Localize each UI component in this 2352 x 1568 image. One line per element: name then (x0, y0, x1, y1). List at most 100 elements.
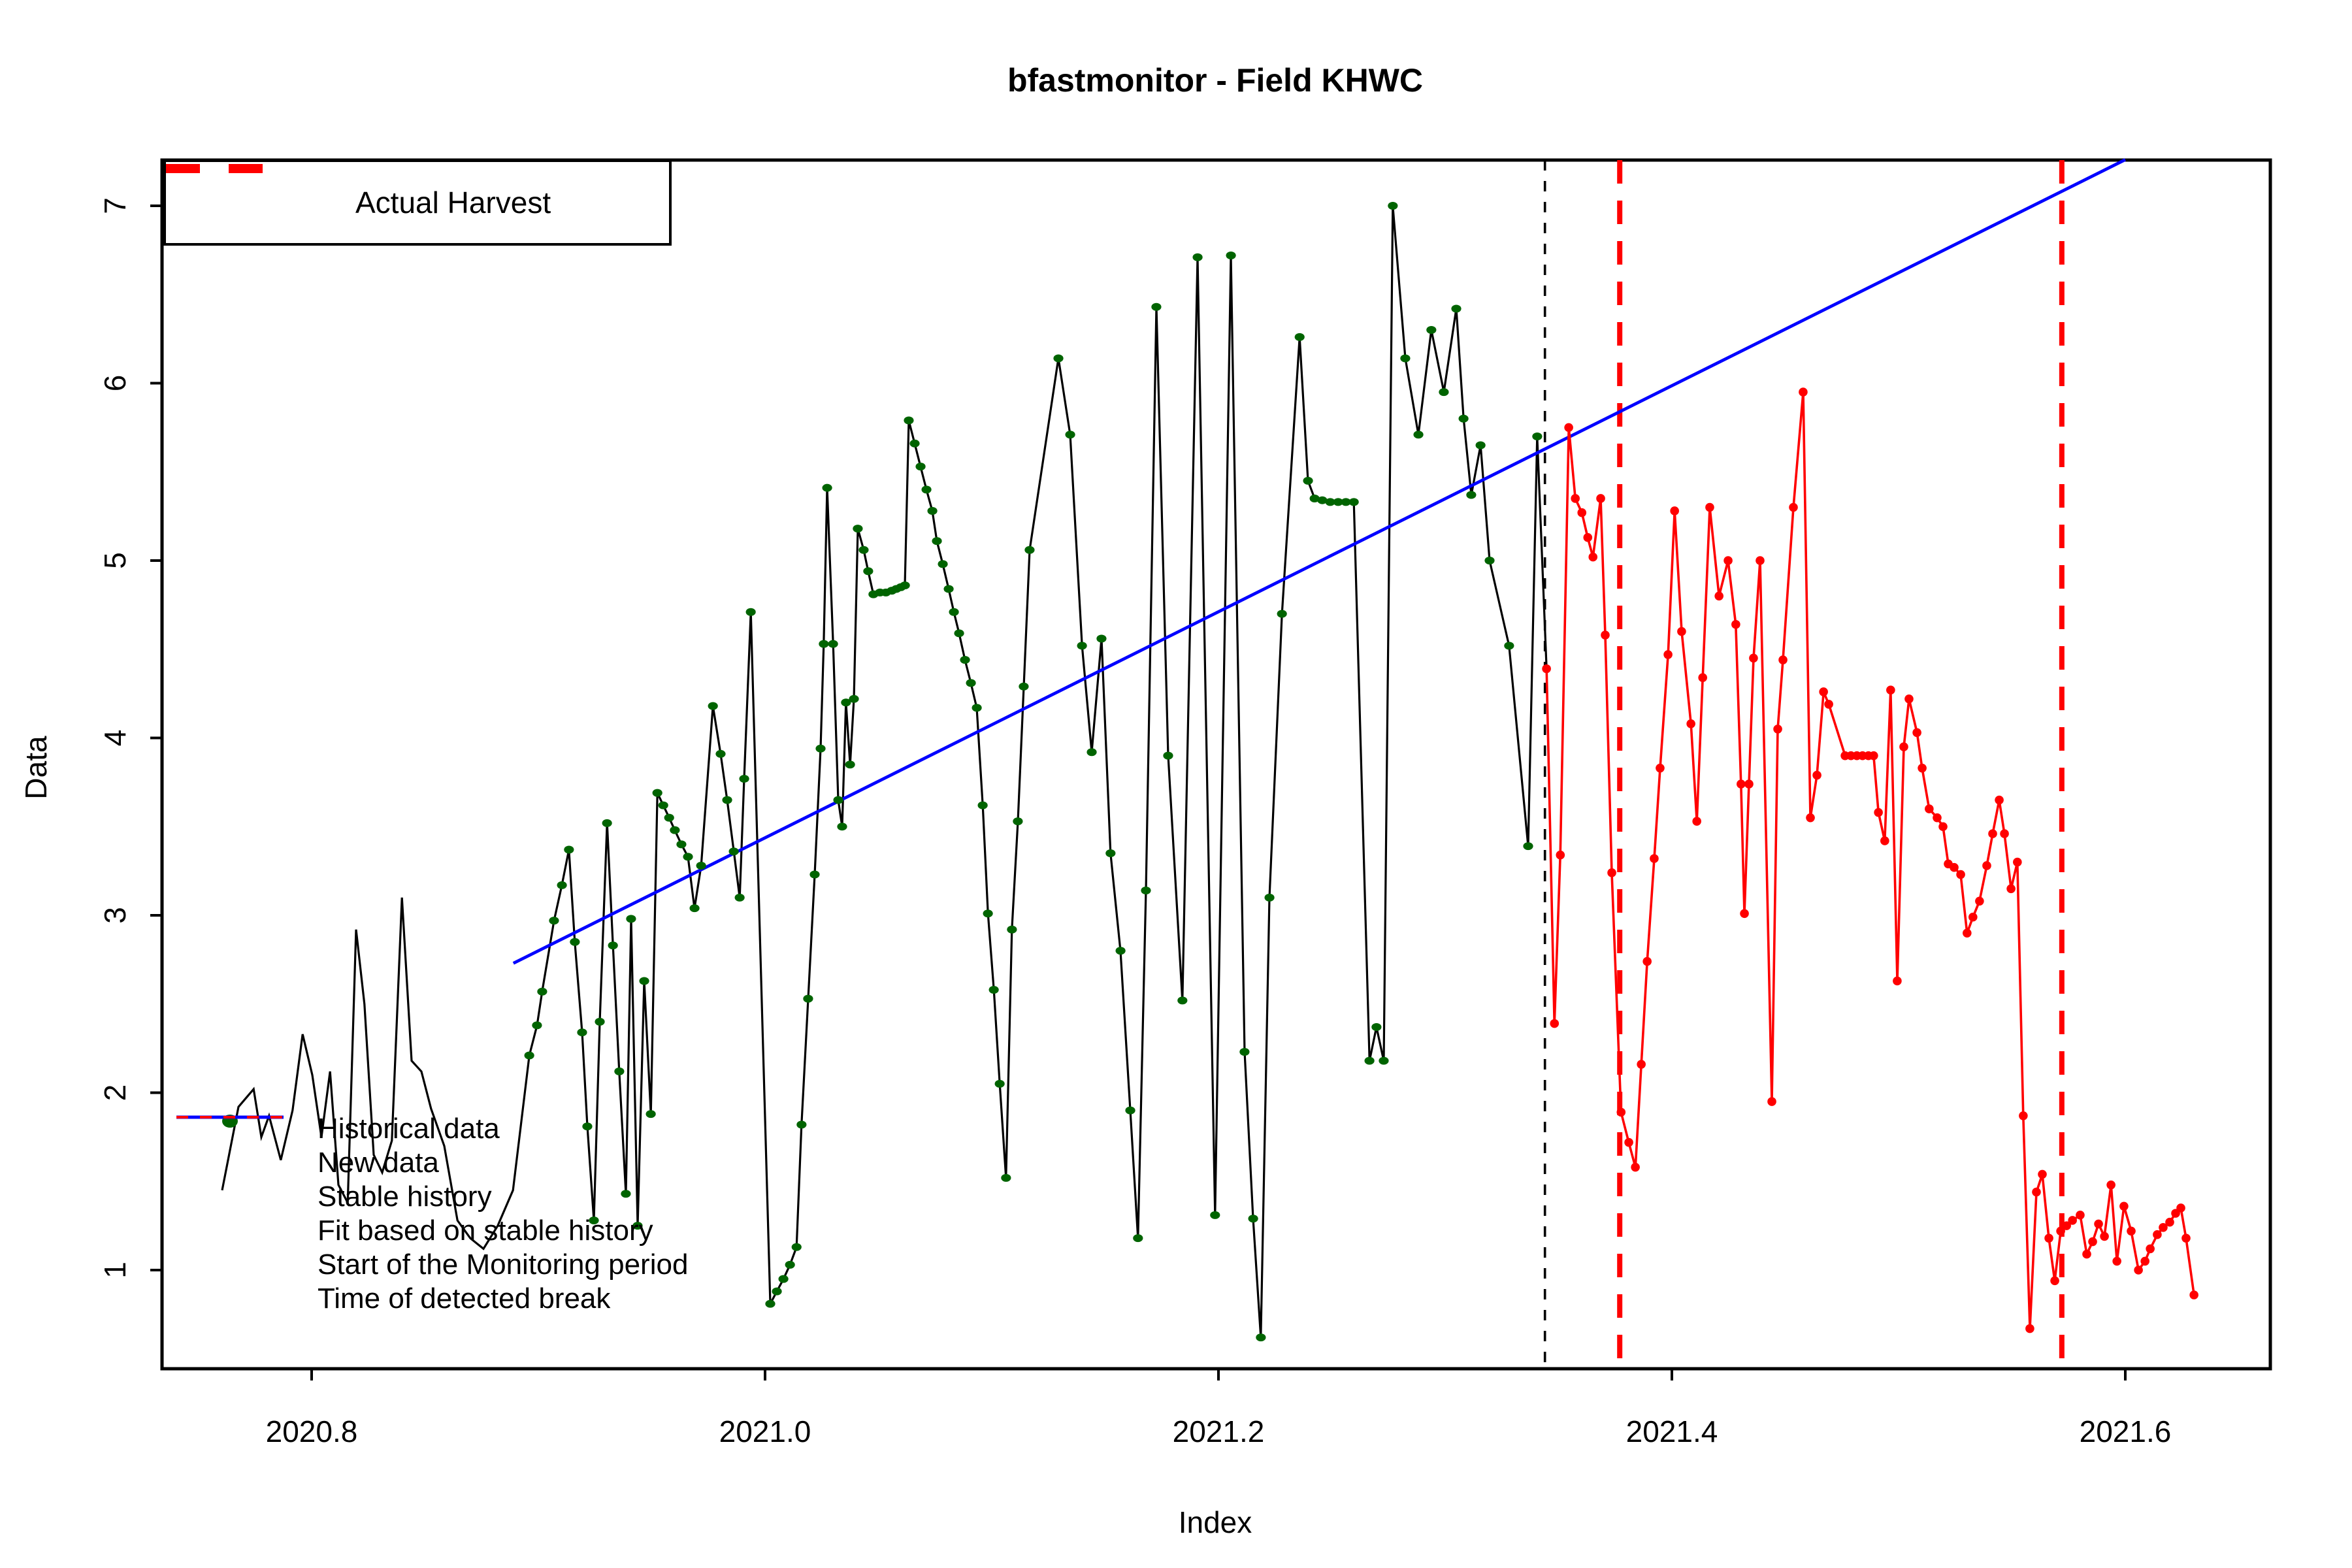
new-data-point (2068, 1216, 2077, 1225)
stable-history-point (652, 789, 662, 797)
stable-history-point (1065, 431, 1075, 439)
y-tick-label: 4 (98, 730, 132, 747)
stable-history-point (1451, 304, 1462, 313)
new-data-point (1933, 813, 1942, 823)
stable-history-point (621, 1190, 631, 1198)
new-data-point (2100, 1232, 2109, 1241)
stable-history-point (577, 1028, 587, 1037)
stable-history-point (708, 702, 718, 710)
stable-history-point (639, 977, 649, 985)
stable-history-point (1077, 642, 1087, 650)
new-data-point (2159, 1223, 2168, 1232)
x-tick-label: 2021.2 (1173, 1414, 1265, 1448)
new-data-point (1819, 687, 1828, 696)
new-data-point (1740, 909, 1749, 919)
new-data-point (1956, 870, 1965, 879)
stable-history-point (1388, 202, 1398, 210)
stable-history-point (765, 1299, 776, 1308)
legend-item-monitor-start: Start of the Monitoring period (176, 1116, 688, 1282)
stable-history-point (1105, 849, 1116, 857)
stable-history-point (1001, 1173, 1011, 1182)
stable-history-point (722, 796, 732, 804)
legend-label-historical-data: Historical data (318, 1112, 500, 1145)
stable-history-point (1024, 546, 1035, 554)
stable-history-point (1277, 610, 1287, 618)
stable-history-point (858, 546, 869, 554)
new-data-point (1650, 854, 1659, 863)
legend-label-detected-break: Time of detected break (318, 1282, 611, 1315)
new-data-point (2176, 1203, 2185, 1213)
stable-history-point (863, 567, 874, 576)
new-data-point (2013, 857, 2022, 867)
stable-history-point (734, 893, 745, 902)
x-tick-label: 2021.4 (1626, 1414, 1718, 1448)
new-data-point (2044, 1233, 2053, 1243)
stable-history-point (1133, 1234, 1143, 1243)
stable-history-point (1333, 498, 1343, 506)
stable-history-point (1086, 748, 1097, 757)
stable-history-point (1532, 432, 1543, 440)
new-data-point (1893, 976, 1902, 986)
new-data-point (1886, 685, 1895, 694)
stable-history-point (664, 813, 674, 822)
new-data-point (1749, 653, 1758, 663)
new-data-point (1737, 779, 1746, 789)
stable-history-point (841, 698, 851, 707)
stable-history-point (809, 870, 820, 879)
new-data-point (1824, 700, 1833, 709)
new-data-point (1577, 508, 1587, 517)
stable-history-point (983, 909, 993, 918)
stable-history-point (557, 881, 567, 889)
stable-history-point (972, 704, 982, 712)
stable-history-point (772, 1287, 782, 1296)
stable-history-point (670, 826, 680, 834)
new-data-point (1773, 725, 1782, 734)
stable-history-point (1371, 1023, 1382, 1032)
stable-history-point (632, 1222, 643, 1230)
y-tick-label: 2 (98, 1085, 132, 1102)
new-data-point (2019, 1111, 2028, 1120)
new-data-line (1545, 391, 2195, 1329)
legend-main: Historical data New data Stable history … (176, 1112, 688, 1316)
stable-history-point (1115, 947, 1126, 955)
new-data-point (2189, 1290, 2198, 1299)
stable-history-point (915, 463, 926, 471)
stable-history-point (921, 485, 932, 494)
stable-history-point (1294, 333, 1305, 341)
stable-history-point (1013, 817, 1023, 826)
new-data-point (2094, 1219, 2103, 1229)
new-data-point (2153, 1230, 2162, 1239)
new-data-point (2038, 1169, 2047, 1179)
new-data-point (1616, 1107, 1626, 1117)
new-data-point (2076, 1211, 2085, 1220)
stable-history-point (626, 915, 636, 923)
new-data-point (2006, 884, 2016, 894)
x-tick-label: 2020.8 (266, 1414, 358, 1448)
stable-history-point (739, 774, 749, 783)
legend-label-fit-line: Fit based on stable history (318, 1214, 653, 1247)
new-data-point (1925, 804, 1934, 813)
y-axis-label: Data (19, 736, 53, 800)
stable-history-point (1439, 388, 1449, 397)
new-data-point (2106, 1180, 2115, 1190)
stable-history-point (1303, 476, 1313, 485)
new-data-point (1756, 556, 1765, 565)
stable-history-point (845, 760, 855, 769)
new-data-point (1904, 694, 1914, 704)
stable-history-point (1210, 1211, 1220, 1219)
new-data-point (1982, 861, 1991, 870)
new-data-point (1631, 1162, 1640, 1172)
new-data-point (1698, 673, 1707, 682)
new-data-point (2140, 1256, 2149, 1266)
stable-history-point (977, 801, 988, 809)
new-data-point (1975, 896, 1984, 906)
y-tick-label: 3 (98, 907, 132, 924)
stable-history-point (1256, 1333, 1266, 1342)
stable-history-point (938, 560, 948, 568)
new-data-point (1705, 502, 1714, 512)
stable-history-point (1151, 302, 1162, 311)
stable-history-point (1317, 496, 1328, 504)
stable-history-point (676, 840, 687, 849)
stable-history-point (1364, 1056, 1375, 1065)
new-data-point (1637, 1060, 1646, 1069)
